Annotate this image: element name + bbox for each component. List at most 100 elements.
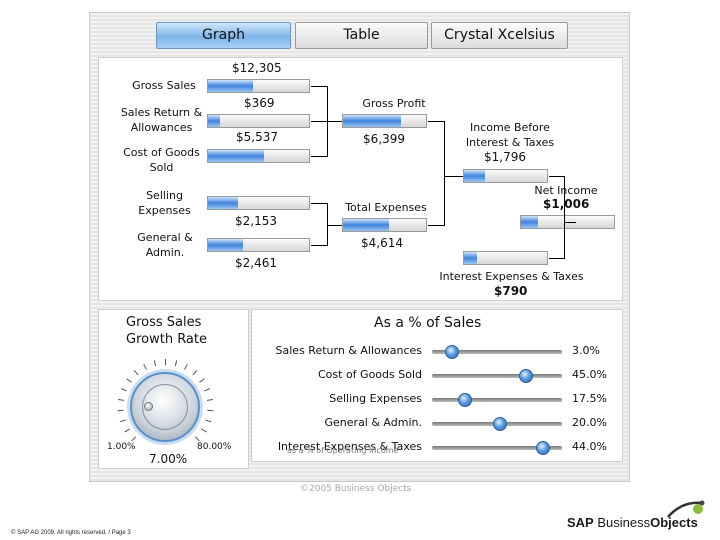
selling-expenses-bar[interactable] (207, 196, 310, 210)
income-before-taxes-bar[interactable] (463, 169, 548, 183)
growth-rate-knob[interactable] (130, 372, 200, 442)
total-expenses-value: $4,614 (361, 236, 403, 250)
general-admin-label: General & Admin. (137, 231, 193, 259)
cogs-value: $5,537 (236, 130, 278, 144)
general-admin-bar[interactable] (207, 238, 310, 252)
gross-sales-bar[interactable] (207, 79, 310, 93)
gauge-tick (131, 436, 137, 442)
tab-graph[interactable]: Graph (156, 22, 291, 49)
slider-value: 17.5% (572, 392, 607, 405)
connector (327, 203, 328, 246)
selling-expenses-label: Selling Expenses (138, 189, 191, 217)
gauge-tick (201, 428, 207, 433)
dashboard-frame: Graph Table Crystal Xcelsius Gross Sales… (89, 12, 630, 482)
copyright-watermark: ©2005 Business Objects (300, 484, 412, 494)
knob-indicator (144, 402, 153, 411)
operating-income-note: as a % of Operating Income (287, 446, 399, 455)
income-graph-panel: Gross Sales $12,305 Sales Return & Allowa… (98, 57, 623, 301)
logo-sap: SAP (567, 515, 594, 530)
gauge-tick (194, 436, 200, 442)
gauge-tick (204, 388, 211, 392)
tab-crystal-xcelsius[interactable]: Crystal Xcelsius (431, 22, 568, 49)
slider-label: Interest Expenses & Taxes (277, 440, 422, 453)
gross-sales-label: Gross Sales (132, 79, 196, 92)
tab-table[interactable]: Table (295, 22, 428, 49)
growth-title-line1: Gross Sales (126, 315, 202, 330)
gauge-tick (143, 364, 147, 370)
logo-objects: Objects (650, 515, 698, 530)
growth-rate-value: 7.00% (149, 452, 188, 466)
growth-min-label: 1.00% (107, 442, 136, 452)
gauge-tick (118, 398, 125, 401)
net-income-value: $1,006 (543, 197, 590, 211)
slider-label: Selling Expenses (329, 392, 422, 405)
connector (311, 86, 328, 87)
gauge-tick (207, 409, 214, 412)
connector (311, 121, 328, 122)
growth-rate-panel: Gross Sales Growth Rate 1.00% 80.00% 7.0… (98, 309, 249, 469)
gauge-tick (184, 364, 188, 370)
interest-taxes-label: Interest Expenses & Taxes (439, 270, 584, 283)
slider-track[interactable] (432, 398, 562, 402)
connector (564, 222, 576, 223)
gross-profit-value: $6,399 (363, 132, 405, 146)
connector (444, 176, 463, 177)
gauge-tick (205, 419, 212, 423)
gross-profit-label: Gross Profit (362, 97, 426, 110)
logo-swirl-icon (667, 500, 705, 518)
slider-label: Sales Return & Allowances (275, 344, 422, 357)
gauge-tick (206, 398, 213, 401)
slider-knob[interactable] (492, 417, 507, 431)
connector (311, 245, 328, 246)
gauge-tick (199, 378, 205, 383)
sales-return-bar[interactable] (207, 114, 310, 128)
gauge-tick (174, 360, 178, 367)
footer-copyright: © SAP AG 2009. All rights reserved. / Pa… (11, 530, 131, 536)
connector (428, 121, 445, 122)
pct-sales-title: As a % of Sales (374, 315, 482, 331)
sap-businessobjects-logo: SAP BusinessObjects (567, 497, 717, 537)
gauge-tick (192, 370, 198, 376)
slider-knob[interactable] (518, 369, 533, 383)
gauge-tick (133, 370, 139, 376)
slider-label: General & Admin. (324, 416, 422, 429)
slider-track[interactable] (432, 350, 562, 354)
income-before-taxes-value: $1,796 (484, 150, 526, 164)
connector (327, 121, 342, 122)
total-expenses-bar[interactable] (342, 218, 427, 232)
gauge-tick (126, 378, 132, 383)
gauge-tick (124, 428, 130, 433)
gauge-tick (120, 388, 127, 392)
connector (564, 176, 565, 259)
slider-track[interactable] (432, 374, 562, 378)
slider-value: 3.0% (572, 344, 600, 357)
gross-sales-value: $12,305 (232, 61, 282, 75)
slider-knob[interactable] (444, 345, 459, 359)
gross-profit-bar[interactable] (342, 114, 427, 128)
slider-label: Cost of Goods Sold (318, 368, 422, 381)
gauge-tick (119, 419, 126, 423)
connector (549, 176, 565, 177)
slider-knob[interactable] (535, 441, 550, 455)
interest-taxes-bar[interactable] (463, 251, 548, 265)
slider-knob[interactable] (457, 393, 472, 407)
connector (311, 156, 328, 157)
slider-value: 45.0% (572, 368, 607, 381)
general-admin-value: $2,461 (235, 256, 277, 270)
cogs-label: Cost of Goods Sold (123, 146, 200, 174)
cogs-bar[interactable] (207, 149, 310, 163)
connector (311, 203, 328, 204)
total-expenses-label: Total Expenses (345, 201, 427, 214)
gauge-tick (117, 409, 124, 412)
income-before-taxes-label: Income Before Interest & Taxes (465, 121, 555, 149)
pct-of-sales-panel: As a % of Sales Sales Return & Allowance… (251, 309, 623, 462)
connector (549, 258, 565, 259)
slider-track[interactable] (432, 446, 562, 450)
sales-return-label: Sales Return & Allowances (120, 106, 203, 134)
growth-title-line2: Growth Rate (126, 332, 207, 347)
slider-value: 20.0% (572, 416, 607, 429)
sales-return-value: $369 (244, 96, 275, 110)
logo-business: Business (593, 515, 651, 530)
interest-taxes-value: $790 (494, 284, 528, 298)
logo-text: SAP BusinessObjects (567, 515, 698, 530)
